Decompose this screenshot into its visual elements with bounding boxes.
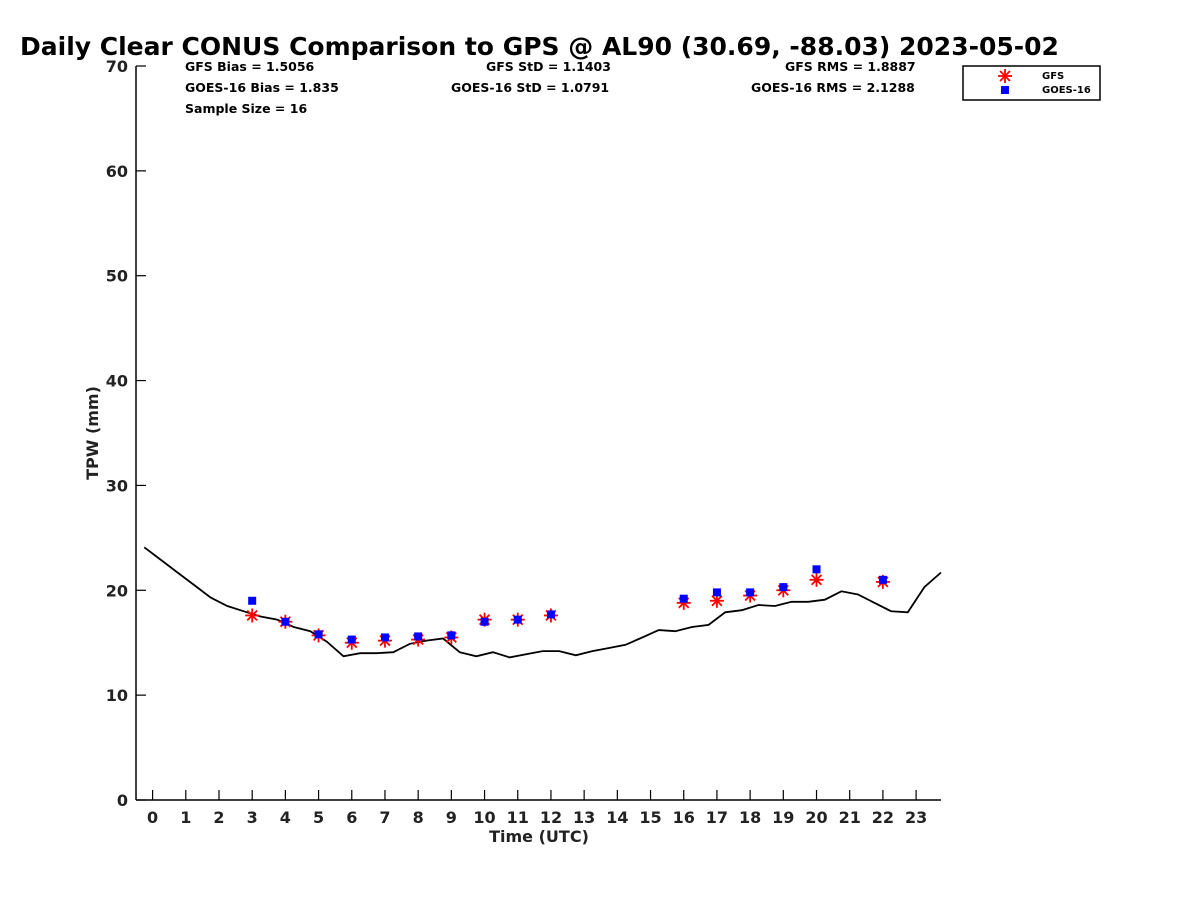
x-tick-label: 1 — [180, 808, 191, 827]
x-tick-label: 9 — [446, 808, 457, 827]
goes16-point — [812, 565, 821, 574]
goes-rms-stat: GOES-16 RMS = 2.1288 — [751, 80, 915, 95]
legend-goes16-marker — [1001, 86, 1009, 94]
goes16-point — [314, 630, 323, 639]
goes16-point — [746, 588, 755, 597]
x-tick-label: 16 — [673, 808, 695, 827]
y-tick-label: 30 — [106, 476, 128, 495]
sample-size-stat: Sample Size = 16 — [185, 101, 307, 116]
legend-box — [962, 65, 1101, 101]
asterisk-stroke — [711, 595, 723, 607]
y-axis-ticks: 0 10 20 30 40 50 60 70 — [106, 57, 146, 810]
x-tick-label: 0 — [147, 808, 158, 827]
x-tick-label: 23 — [905, 808, 927, 827]
x-tick-label: 8 — [413, 808, 424, 827]
x-tick-label: 21 — [839, 808, 861, 827]
goes16-point — [414, 632, 423, 641]
x-tick-label: 18 — [739, 808, 761, 827]
stats-block: GFS Bias = 1.5056 GOES-16 Bias = 1.835 S… — [185, 59, 916, 116]
goes-bias-stat: GOES-16 Bias = 1.835 — [185, 80, 339, 95]
gfs-point — [809, 572, 824, 587]
y-tick-label: 50 — [106, 267, 128, 286]
x-tick-label: 11 — [507, 808, 529, 827]
y-axis-label: TPW (mm) — [83, 386, 102, 480]
y-tick-label: 60 — [106, 162, 128, 181]
gfs-std-stat: GFS StD = 1.1403 — [486, 59, 611, 74]
series-layer — [143, 546, 942, 659]
x-tick-label: 13 — [573, 808, 595, 827]
gfs-point — [245, 608, 260, 623]
goes16-point — [447, 631, 456, 640]
x-tick-label: 7 — [379, 808, 390, 827]
legend-gfs-label: GFS — [1042, 71, 1064, 82]
goes16-point — [281, 617, 290, 626]
goes-std-stat: GOES-16 StD = 1.0791 — [451, 80, 609, 95]
x-tick-label: 17 — [706, 808, 728, 827]
gfs-rms-stat: GFS RMS = 1.8887 — [785, 59, 916, 74]
y-tick-label: 0 — [117, 791, 128, 810]
goes16-point — [878, 575, 887, 584]
goes16-point — [712, 588, 721, 597]
x-tick-label: 20 — [805, 808, 827, 827]
goes16-point — [779, 583, 788, 592]
goes16-point — [347, 635, 356, 644]
x-tick-label: 3 — [247, 808, 258, 827]
legend: GFS GOES-16 — [962, 65, 1101, 101]
x-tick-label: 5 — [313, 808, 324, 827]
x-tick-label: 10 — [473, 808, 495, 827]
gfs-bias-stat: GFS Bias = 1.5056 — [185, 59, 315, 74]
x-tick-label: 6 — [346, 808, 357, 827]
x-tick-label: 14 — [606, 808, 628, 827]
gfs-point — [709, 593, 724, 608]
y-tick-label: 10 — [106, 686, 128, 705]
asterisk-stroke — [999, 70, 1011, 82]
x-axis-ticks: 0 1 2 3 4 5 6 7 8 9 10 11 12 13 14 15 16 17 18 19 20 21 22 23 — [147, 790, 927, 827]
x-tick-label: 4 — [280, 808, 291, 827]
asterisk-stroke — [810, 574, 823, 586]
goes16-point — [248, 596, 257, 605]
y-tick-label: 40 — [106, 372, 128, 391]
plot-axes — [135, 66, 941, 801]
x-tick-label: 12 — [540, 808, 562, 827]
legend-gfs-marker — [998, 69, 1012, 83]
goes16-point — [513, 615, 522, 624]
x-axis-label: Time (UTC) — [489, 827, 589, 846]
goes16-point — [480, 617, 489, 626]
goes16-point — [679, 594, 688, 603]
x-tick-label: 22 — [872, 808, 894, 827]
gps-tpw-line — [143, 546, 942, 659]
x-tick-label: 19 — [772, 808, 794, 827]
asterisk-stroke — [246, 609, 258, 622]
y-tick-label: 70 — [106, 57, 128, 76]
goes16-point — [380, 633, 389, 642]
x-tick-label: 15 — [639, 808, 661, 827]
legend-goes16-label: GOES-16 — [1042, 85, 1091, 96]
chart-title: Daily Clear CONUS Comparison to GPS @ AL… — [20, 32, 1059, 61]
goes16-point — [546, 610, 555, 619]
x-tick-label: 2 — [213, 808, 224, 827]
y-tick-label: 20 — [106, 581, 128, 600]
